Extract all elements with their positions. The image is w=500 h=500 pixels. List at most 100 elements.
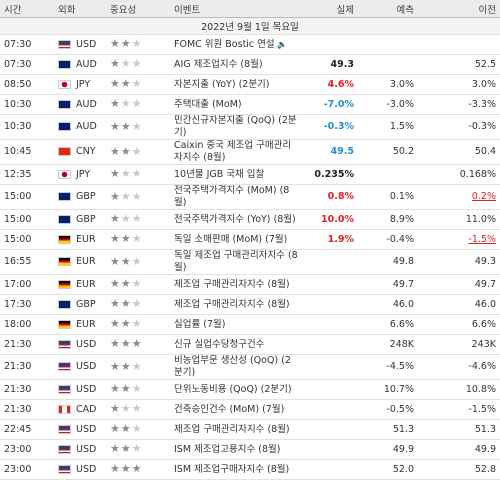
actual xyxy=(302,399,358,420)
currency-cell: CAD xyxy=(54,399,106,420)
star: ★ xyxy=(120,189,132,203)
event: 비농업부문 생산성 (QoQ) (2분기) xyxy=(174,355,291,378)
event-cell: 전국주택가격지수 (YoY) (8월) xyxy=(170,209,302,230)
event-row: 07:30 AUD ★★★ AIG 제조업지수 (8월) 49.3 52.5 xyxy=(0,54,500,75)
currency-cell: JPY xyxy=(54,164,106,185)
event-row: 10:45 CNY ★★★ Caixin 중국 제조업 구매관리자지수 (8월) 49.… xyxy=(0,139,500,165)
importance-stars: ★★★ xyxy=(110,212,143,225)
event-row: 21:30 CAD ★★★ 건축승인건수 (MoM) (7월) -0.5% -1.5% xyxy=(0,399,500,420)
previous: 10.8% xyxy=(418,379,500,400)
importance: ★★★ xyxy=(106,459,170,480)
event: 제조업 구매관리자지수 (8월) xyxy=(174,298,290,310)
currency: GBP xyxy=(76,191,96,202)
importance-stars: ★★★ xyxy=(110,97,143,110)
event: 독일 제조업 구매관리자지수 (8월) xyxy=(174,250,298,273)
star: ★ xyxy=(131,97,143,110)
star: ★ xyxy=(120,462,132,475)
currency-cell: EUR xyxy=(54,314,106,335)
flag xyxy=(58,39,71,49)
event: 전국주택가격지수 (MoM) (8월) xyxy=(174,185,290,208)
importance-stars: ★★★ xyxy=(110,462,143,475)
star: ★ xyxy=(120,317,132,330)
star: ★ xyxy=(120,119,132,133)
previous: -0.3% xyxy=(418,114,500,140)
event-cell: 실업률 (7월) xyxy=(170,314,302,335)
forecast: 10.7% xyxy=(358,379,418,400)
importance: ★★★ xyxy=(106,139,170,165)
star: ★ xyxy=(131,382,143,395)
importance: ★★★ xyxy=(106,34,170,55)
previous: 0.168% xyxy=(418,164,500,185)
forecast: -0.5% xyxy=(358,399,418,420)
star: ★ xyxy=(131,297,143,310)
time: 16:55 xyxy=(0,249,54,275)
event: 주택대출 (MoM) xyxy=(174,98,242,110)
star: ★ xyxy=(131,57,143,70)
currency-cell: USD xyxy=(54,34,106,55)
importance-stars: ★★★ xyxy=(110,38,143,50)
event: 자본지출 (YoY) (2분기) xyxy=(174,78,270,90)
event-row: 15:00 EUR ★★★ 독일 소매판매 (MoM) (7월) 1.9% -0.4% -1… xyxy=(0,229,500,250)
previous-value: 49.3 xyxy=(474,256,496,267)
actual xyxy=(302,249,358,275)
forecast xyxy=(358,34,418,55)
time: 07:30 xyxy=(0,34,54,55)
actual xyxy=(302,274,358,295)
speech-icon: 🔈 xyxy=(274,39,288,49)
forecast: 49.9 xyxy=(358,439,418,460)
currency-cell: USD xyxy=(54,439,106,460)
star: ★ xyxy=(120,277,132,290)
event-cell: 단위노동비용 (QoQ) (2분기) xyxy=(170,379,302,400)
currency: EUR xyxy=(76,318,96,330)
event-row: 23:00 USD ★★★ ISM 제조업고용지수 (8월) 49.9 49.9 xyxy=(0,439,500,460)
previous: 51.3 xyxy=(418,419,500,440)
event-cell: 신규 실업수당청구건수 xyxy=(170,334,302,355)
event: 단위노동비용 (QoQ) (2분기) xyxy=(174,383,292,395)
previous-value: 52.8 xyxy=(474,463,496,475)
time: 22:45 xyxy=(0,419,54,440)
star: ★ xyxy=(120,167,132,180)
event-row: 16:55 EUR ★★★ 독일 제조업 구매관리자지수 (8월) 49.8 49.3 xyxy=(0,249,500,275)
currency-cell: EUR xyxy=(54,229,106,250)
importance-stars: ★★★ xyxy=(110,382,143,395)
previous-value: -1.5% xyxy=(468,403,496,415)
importance-stars: ★★★ xyxy=(110,338,143,350)
importance-stars: ★★★ xyxy=(110,189,143,203)
previous: 49.3 xyxy=(418,249,500,275)
star: ★ xyxy=(110,212,121,225)
previous-value: -4.6% xyxy=(468,361,496,372)
header-cell: 실제 xyxy=(302,0,358,18)
flag xyxy=(58,339,71,349)
time: 21:30 xyxy=(0,399,54,420)
event-cell: 제조업 구매관리자지수 (8월) xyxy=(170,274,302,295)
previous-value: 52.5 xyxy=(474,58,496,70)
actual: 49.5 xyxy=(302,139,358,165)
star: ★ xyxy=(131,232,143,245)
forecast: -0.4% xyxy=(358,229,418,250)
currency-cell: AUD xyxy=(54,54,106,75)
time: 12:35 xyxy=(0,164,54,185)
star: ★ xyxy=(131,359,143,373)
event: 제조업 구매관리자지수 (8월) xyxy=(174,278,290,290)
importance: ★★★ xyxy=(106,209,170,230)
forecast: 248K xyxy=(358,334,418,355)
flag xyxy=(58,214,71,224)
star: ★ xyxy=(131,77,143,90)
flag xyxy=(58,169,71,179)
star: ★ xyxy=(131,189,143,203)
event-cell: Caixin 중국 제조업 구매관리자지수 (8월) xyxy=(170,139,302,165)
currency-cell: GBP xyxy=(54,294,106,315)
previous-value: 46.0 xyxy=(474,298,496,310)
currency: GBP xyxy=(76,213,96,225)
event: 건축승인건수 (MoM) (7월) xyxy=(174,403,285,415)
actual: 0.8% xyxy=(302,184,358,210)
flag xyxy=(58,424,71,434)
forecast xyxy=(358,164,418,185)
date: 2022년 9월 1일 목요일 xyxy=(0,17,500,35)
previous-value: 51.3 xyxy=(474,423,496,435)
star: ★ xyxy=(131,212,143,225)
star: ★ xyxy=(110,232,121,245)
currency: EUR xyxy=(76,233,96,245)
importance: ★★★ xyxy=(106,94,170,115)
event-row: 10:30 AUD ★★★ 주택대출 (MoM) -7.0% -3.0% -3.3% xyxy=(0,94,500,115)
